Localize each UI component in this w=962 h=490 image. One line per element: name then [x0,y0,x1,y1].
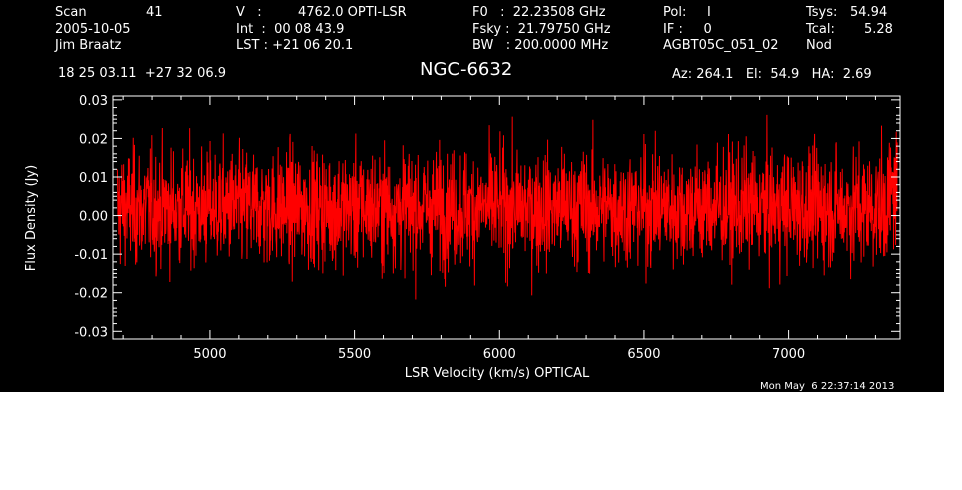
tsys-label: Tsys: [806,5,838,20]
velocity-value: 4762.0 OPTI-LSR [298,5,407,20]
x-tick-label: 6000 [483,347,516,362]
x-tick-label: 5000 [193,347,226,362]
spectrum-trace-layer [116,114,898,300]
spectrum-chart: 5000 5500 6000 6500 7000 -0.03 -0.02 -0.01 0.00 0… [24,94,901,381]
scan-label: Scan [55,5,87,20]
axes-layer: 5000 5500 6000 6500 7000 -0.03 -0.02 -0.01 0.00 0… [74,94,901,362]
bandwidth: BW : 200.0000 MHz [472,38,609,53]
scan-value: 41 [146,5,163,20]
y-tick-label: 0.00 [79,210,108,225]
sky-frequency: Fsky : 21.79750 GHz [472,22,611,37]
y-tick-label: 0.01 [79,171,108,186]
project-id: AGBT05C_051_02 [663,38,779,53]
observer: Jim Braatz [55,38,122,53]
observing-mode: Nod [806,38,832,53]
source-name: NGC-6632 [420,59,513,80]
tcal-label: Tcal: [806,22,835,37]
lst: LST : +21 06 20.1 [236,38,354,53]
tsys-value: 54.94 [850,5,888,20]
polarization: Pol: I [663,5,711,20]
y-axis-title: Flux Density (Jy) [24,165,39,271]
x-tick-label: 7000 [772,347,805,362]
plot-timestamp: Mon May 6 22:37:14 2013 [760,381,895,392]
y-tick-label: -0.01 [74,248,108,263]
x-axis-title: LSR Velocity (km/s) OPTICAL [405,366,590,381]
y-tick-label: -0.03 [74,325,108,340]
velocity-label: V : [236,5,262,20]
x-tick-label: 6500 [627,347,660,362]
rest-frequency: F0 : 22.23508 GHz [472,5,606,20]
source-coordinates: 18 25 03.11 +27 32 06.9 [58,66,227,81]
date: 2005-10-05 [55,22,131,37]
plot-frame [112,95,901,340]
y-tick-label: 0.03 [79,94,108,109]
tcal-value: 5.28 [864,22,893,37]
y-tick-label: 0.02 [79,132,108,147]
integration-time: Int : 00 08 43.9 [236,22,345,37]
if-number: IF : 0 [663,22,712,37]
spectrum-plot-window: Scan 41 2005-10-05 Jim Braatz V : 4762.0… [0,0,944,392]
x-tick-label: 5500 [338,347,371,362]
spectrum-line [116,114,898,300]
y-tick-label: -0.02 [74,287,108,302]
az-el-ha: Az: 264.1 El: 54.9 HA: 2.69 [672,67,872,82]
